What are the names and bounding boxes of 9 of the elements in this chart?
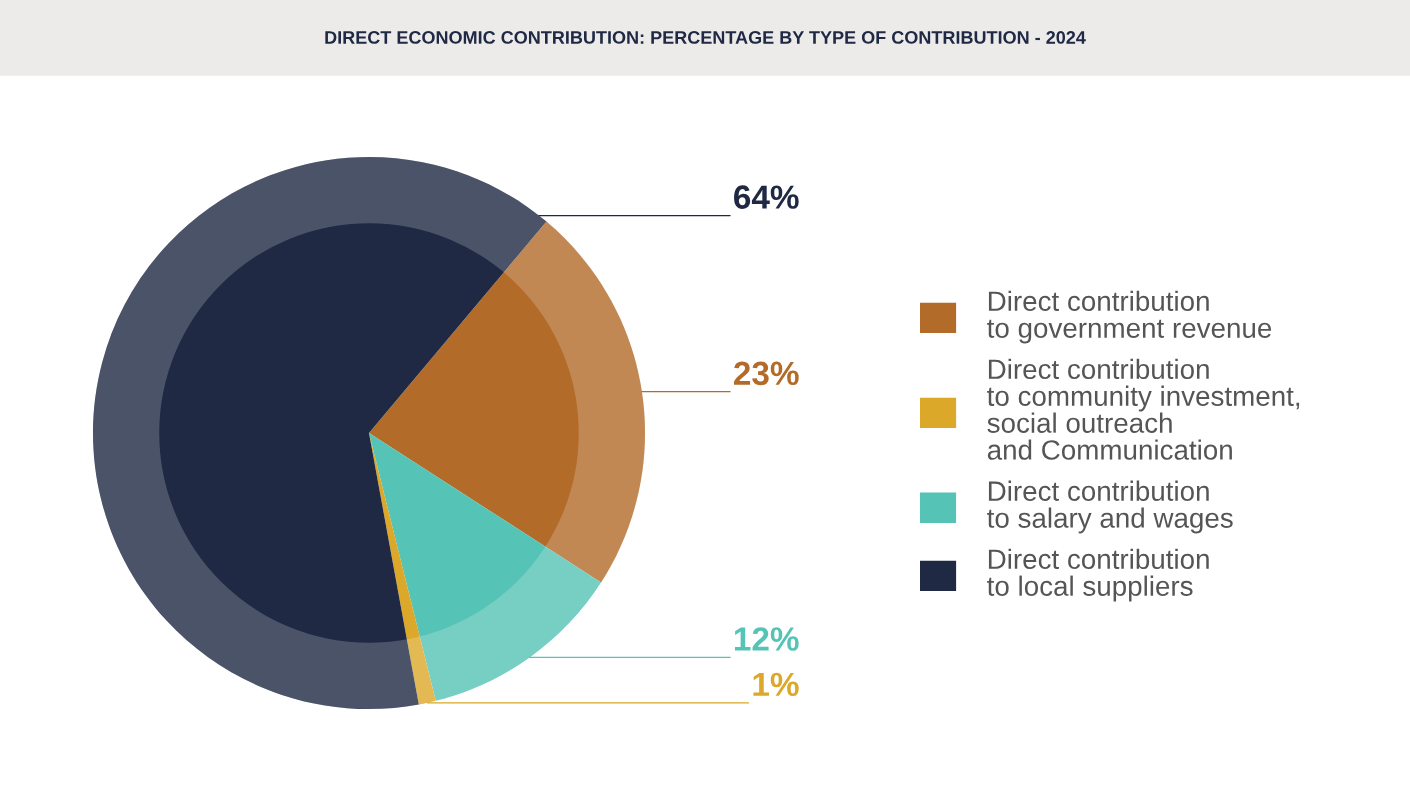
data-label: 23% <box>734 361 799 386</box>
chart-title: DIRECT ECONOMIC CONTRIBUTION: PERCENTAGE BY TYPE OF CONTRIBUTION - 2024 <box>325 31 1086 44</box>
legend-label: Direct contribution to salary and wages <box>987 480 1233 534</box>
legend-label: Direct contribution to community investment, social outreach and Communication <box>987 358 1300 460</box>
data-label: 64% <box>734 185 799 209</box>
data-label: 12% <box>734 627 799 651</box>
legend-label: Direct contribution to local suppliers <box>987 548 1209 602</box>
data-label: 1% <box>753 672 799 697</box>
legend-label: Direct contribution to government revenue <box>987 290 1272 344</box>
